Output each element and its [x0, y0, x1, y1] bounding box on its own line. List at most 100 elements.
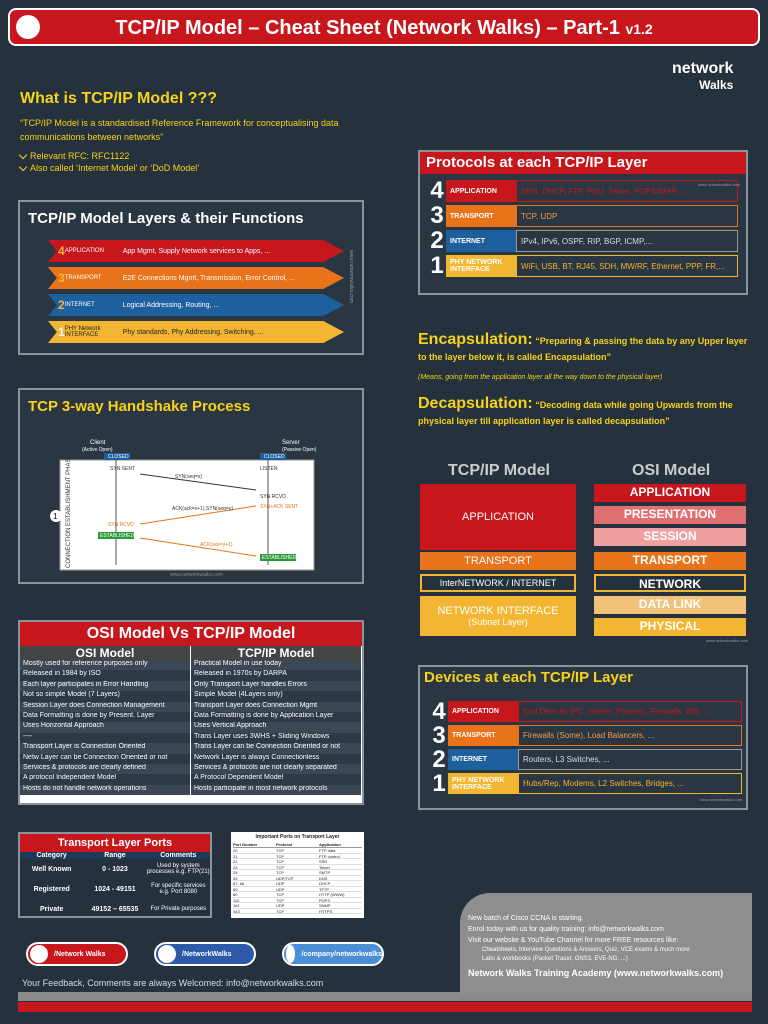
layer-row: 3 TRANSPORT Firewalls (Some), Load Balance… [430, 722, 742, 749]
cell: For Private purposes [150, 906, 207, 912]
layer-num: 2 [58, 298, 65, 312]
layer-row: 2 INTERNET IPv4, IPv6, OSPF, RIP, BGP, ICM… [428, 227, 738, 254]
layer-num: 3 [430, 202, 444, 229]
cell: Data Formatting is done by Application L… [191, 711, 362, 723]
layer-items: TCP, UDP [516, 205, 738, 227]
section-title: OSI Model Vs TCP/IP Model [20, 622, 362, 646]
message: ACK(ack=x+1),SYN(seq=y) [172, 506, 233, 512]
cell: HTTP (WWW) [319, 892, 345, 897]
table-row: Hosts do not handle network operations Ho… [20, 784, 362, 796]
table-row: Released in 1984 by ISO Released in 1970s… [20, 670, 362, 681]
state-box [104, 453, 130, 460]
cell: Registered [33, 885, 70, 893]
cell: Hosts do not handle network operations [20, 784, 191, 796]
promo: New batch of Cisco CCNA is starting. Enro… [460, 893, 752, 995]
promo-line: Visit our website & YouTube Channel for … [468, 937, 679, 944]
cell: Trans Layer uses 3WHS + Sliding Windows [191, 732, 362, 744]
layer-label: TRANSPORT [464, 555, 532, 567]
osi-layer: PRESENTATION [594, 506, 746, 524]
cell: Services & protocols are not clearly sep… [191, 763, 362, 775]
logo-text: network [672, 60, 734, 77]
bullet-text: Also called ‘Internet Model’ or ‘DoD Mod… [30, 163, 200, 173]
table-row: 23 TCP Telnet [233, 864, 362, 870]
social-button[interactable]: /company/networkwalks [282, 942, 384, 966]
layer-items: Hubs/Rep, Modems, L2 Switches, Bridges, … [518, 773, 742, 794]
protocols-box: Protocols at each TCP/IP Layer 4 APPLICAT… [418, 150, 748, 295]
cell: Hosts participate in most network protoc… [191, 784, 362, 796]
cell: TCP [276, 859, 284, 864]
bullets: Relevant RFC: RFC1122 Also called ‘Intern… [18, 150, 200, 174]
label: Client [90, 440, 106, 446]
device-list: 4 APPLICATION End Devices (PC, Server, Pho… [430, 698, 742, 802]
site: www.networkwalks.com [699, 797, 742, 802]
cell: A protocol Independent Model [20, 774, 191, 785]
cell: Uses Vertical Approach [191, 722, 362, 733]
layer-items: IPv4, IPv6, OSPF, RIP, BGP, ICMP,... [516, 230, 738, 252]
social-button[interactable]: /Network Walks [26, 942, 128, 966]
header-row: Category Range Comments [20, 852, 210, 859]
table-row: Not so simple Model (7 Layers) Simple Mod… [20, 691, 362, 702]
column-header: TCP/IP Model [191, 646, 362, 660]
table-row: 22 TCP SSH [233, 859, 362, 865]
column-header: Range [104, 852, 126, 859]
note: (Means, going from the application layer… [418, 374, 663, 381]
phase-badge [50, 510, 62, 522]
encap: Encapsulation: “Preparing & passing the … [418, 332, 748, 365]
layer-label: NETWORK INTERFACE [437, 605, 559, 617]
layer-name: APPLICATION [64, 248, 104, 254]
table-row: 110 TCP POP3 [233, 897, 362, 903]
cell: Private [39, 905, 64, 913]
header-title: TCP/IP Model – Cheat Sheet (Network Walk… [115, 17, 620, 39]
cell: TCP [276, 864, 284, 870]
layer-row: 4 APPLICATION App Mgmt, Supply Network ser… [48, 240, 344, 262]
promo-line: New batch of Cisco CCNA is starting. [468, 915, 584, 922]
ports-table: Port Number Protocol Application 20 TCP FTP d… [233, 842, 362, 914]
cell: TCP [276, 892, 284, 897]
cell: SSH [319, 859, 328, 864]
site: www.networkwalks.com [697, 182, 740, 187]
cell: POP3 [319, 897, 330, 903]
cell: TCP [276, 853, 284, 859]
table-row: Netw Layer can be Connection Oriented or… [20, 753, 362, 764]
header: TCP/IP Model – Cheat Sheet (Network Walk… [8, 8, 760, 46]
cell: For specific services e.g. Port 8080 [151, 883, 206, 895]
bullet: Also called ‘Internet Model’ or ‘DoD Mod… [18, 162, 200, 174]
cell: Uses Horizontal Approach [20, 722, 191, 733]
column-header: OSI Model [632, 462, 711, 479]
cell: DNS [319, 875, 328, 881]
cell: 1024 - 49151 [94, 885, 136, 893]
cell: UDP [276, 903, 285, 908]
layer-name: INTERNET [64, 302, 95, 308]
table-row: Session Layer does Connection Management… [20, 701, 362, 712]
layer-name: TRANSPORT [446, 205, 516, 227]
table-row: Each layer participates in Error Handlin… [20, 680, 362, 692]
bullet-text: Relevant RFC: RFC1122 [30, 151, 130, 161]
state: CLOSED [108, 454, 129, 460]
social-button[interactable]: /NetworkWalks [154, 942, 256, 966]
osi-layer: DATA LINK [594, 596, 746, 614]
term: Encapsulation: [418, 331, 533, 348]
layer-num: 1 [58, 325, 65, 339]
social-label: /company/networkwalks [301, 950, 382, 958]
layer-desc: E2E Connections Mgmt, Transmission, Erro… [122, 274, 296, 282]
table-row: Data Formatting is done by Present. Laye… [20, 711, 362, 723]
definition: “Preparing & passing the data by any Upp… [418, 336, 748, 362]
layer-row: 1 PHY NETWORK INTERFACE WiFi, USB, BT, RJ4… [428, 252, 738, 279]
state: SYN RCVD [108, 522, 134, 528]
cell: 53 [233, 875, 238, 881]
state: SYN SENT [110, 466, 135, 472]
cell: HTTPS [319, 908, 333, 914]
cell: Not so simple Model (7 Layers) [20, 691, 191, 702]
site: www.networkwalks.com [170, 572, 223, 578]
section-title: Protocols at each TCP/IP Layer [420, 152, 746, 174]
layer-row: 2 INTERNET Routers, L3 Switches, ... [430, 746, 742, 773]
cell: SNMP [319, 903, 331, 908]
layer-items: WiFi, USB, BT, RJ45, SDH, MW/RF, Etherne… [516, 255, 738, 277]
layer-items: End Devices (PC, Server, Phones), Firewa… [518, 701, 742, 722]
cell: Telnet [319, 864, 330, 870]
promo-bullet: Labs & workbooks (Packet Tracer, GNS3, E… [482, 956, 628, 962]
message: SYN(seq=x) [175, 474, 202, 480]
message: ACK(ack=y+1) [200, 542, 233, 548]
tcp-layer: APPLICATION [420, 484, 576, 550]
cell: ---- [20, 732, 191, 744]
